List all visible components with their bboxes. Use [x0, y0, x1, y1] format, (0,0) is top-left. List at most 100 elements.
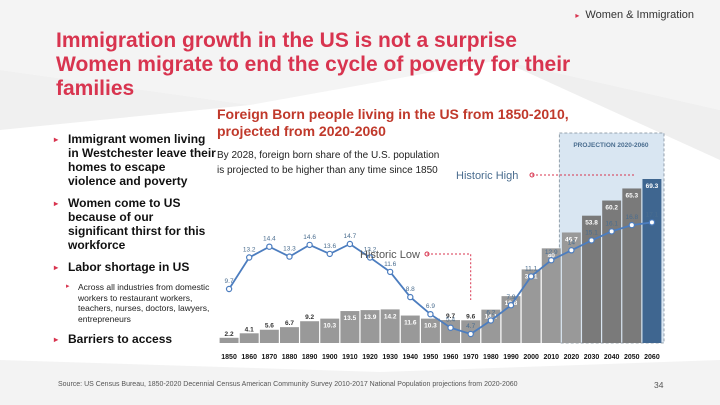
x-tick-label: 1980 [483, 354, 499, 361]
bar-value-label: 65.3 [625, 192, 638, 199]
line-value-label: 7.9 [506, 294, 515, 301]
line-value-label: 16.1 [605, 220, 618, 227]
line-value-label: 14.4 [263, 236, 276, 243]
historic-high-label: Historic High [456, 170, 518, 182]
x-tick-label: 1870 [262, 354, 278, 361]
bar-value-label: 40 [548, 252, 556, 259]
line-value-label: 12.9 [545, 249, 558, 256]
x-tick-label: 1860 [241, 354, 257, 361]
bar [340, 311, 360, 343]
bar-value-label: 13.5 [344, 315, 357, 322]
line-value-label: 6.2 [486, 310, 495, 317]
line-point [487, 317, 495, 324]
bar-value-label: 4.1 [245, 326, 254, 333]
bar [280, 327, 299, 343]
bar-value-label: 6.7 [285, 320, 294, 327]
line-value-label: 6.9 [426, 303, 435, 310]
x-tick-label: 1930 [382, 354, 398, 361]
line-value-label: 13.2 [243, 247, 256, 254]
line-value-label: 13.6 [323, 243, 336, 250]
bullet-marker-icon: ▸ [54, 335, 59, 344]
x-tick-label: 1910 [342, 354, 358, 361]
source-note: Source: US Census Bureau, 1850-2020 Dece… [58, 381, 518, 388]
x-tick-label: 1850 [221, 354, 237, 361]
line-point [246, 254, 253, 261]
bar [400, 315, 420, 343]
line-value-label: 11.1 [525, 265, 538, 272]
line-point [628, 221, 635, 229]
bar-value-label: 11.6 [404, 320, 417, 327]
line-point [548, 257, 555, 264]
chart-title: Foreign Born people living in the US fro… [217, 106, 569, 139]
line-point [225, 285, 233, 293]
historic-low-marker [424, 251, 430, 257]
bar [320, 318, 340, 343]
bar [259, 329, 279, 343]
line-point [507, 302, 515, 309]
line-point [648, 219, 656, 226]
tag-marker-icon: ▸ [575, 11, 580, 20]
title-line: Women migrate to end the cycle of povert… [56, 53, 571, 76]
line-point [366, 254, 374, 261]
bullet-item: ▸ Immigrant women living in Westchester l… [54, 132, 216, 188]
bar-value-label: 9.2 [305, 314, 314, 321]
bar-value-label: 10.3 [323, 323, 336, 330]
bar [219, 337, 239, 343]
bullet-marker-icon: ▸ [54, 263, 59, 272]
historic-low-label: Historic Low [360, 249, 420, 261]
line-value-label: 14.6 [303, 234, 316, 241]
bar-value-label: 14.1 [485, 314, 498, 321]
x-tick-label: 2030 [584, 354, 600, 361]
sub-bullet-item: ▸ Across all industries from domestic wor… [66, 282, 210, 324]
bar-value-label: 9.7 [446, 313, 455, 320]
line-point [467, 330, 474, 338]
bullet-item: ▸ Women come to US because of our signifi… [54, 196, 206, 252]
line-point [588, 237, 595, 244]
line-value-label: 8.8 [406, 286, 415, 293]
bar-value-label: 13.9 [364, 314, 377, 321]
line-value-label: 13.2 [364, 247, 377, 254]
bullet-list: ▸ Immigrant women living in Westchester l… [54, 132, 216, 354]
x-tick-label: 2000 [523, 354, 539, 361]
line-point [568, 247, 575, 254]
x-tick-label: 2060 [644, 354, 660, 361]
bar-value-label: 9.6 [466, 313, 475, 320]
x-tick-label: 2010 [543, 354, 559, 361]
x-tick-label: 1960 [443, 354, 459, 361]
bar [541, 248, 561, 343]
line-point [527, 273, 535, 280]
line-point [447, 324, 454, 331]
line-value-label: 15.1 [585, 229, 598, 236]
x-tick-label: 2050 [624, 354, 640, 361]
series-line [228, 221, 653, 335]
bar-value-label: 5.6 [265, 323, 274, 330]
bullet-item: ▸ Labor shortage in US [54, 260, 190, 274]
bar [642, 179, 662, 343]
line-value-label: 4.7 [466, 323, 475, 330]
bar-value-label: 60.2 [605, 205, 618, 212]
bar [420, 318, 440, 343]
bar [561, 232, 581, 343]
bar [380, 309, 400, 343]
line-point [427, 311, 434, 318]
bullet-marker-icon: ▸ [54, 199, 59, 208]
x-tick-label: 1940 [403, 354, 419, 361]
projection-label: PROJECTION 2020-2060 [573, 142, 649, 149]
bar [582, 215, 601, 343]
line-value-label: 5.4 [446, 317, 455, 324]
historic-low-leader [427, 253, 472, 300]
line-value-label: 17.1 [646, 211, 659, 218]
line-value-label: 13.3 [283, 246, 296, 253]
x-tick-label: 2020 [564, 354, 580, 361]
line-point [346, 240, 354, 248]
line-point [266, 243, 273, 250]
line-value-label: 14.7 [344, 233, 357, 240]
bar-value-label: 46.7 [565, 236, 578, 243]
bar [300, 321, 320, 343]
title-line: families [56, 77, 135, 100]
x-tick-label: 1990 [503, 354, 519, 361]
x-tick-label: 1920 [362, 354, 378, 361]
historic-high-marker [529, 172, 535, 178]
